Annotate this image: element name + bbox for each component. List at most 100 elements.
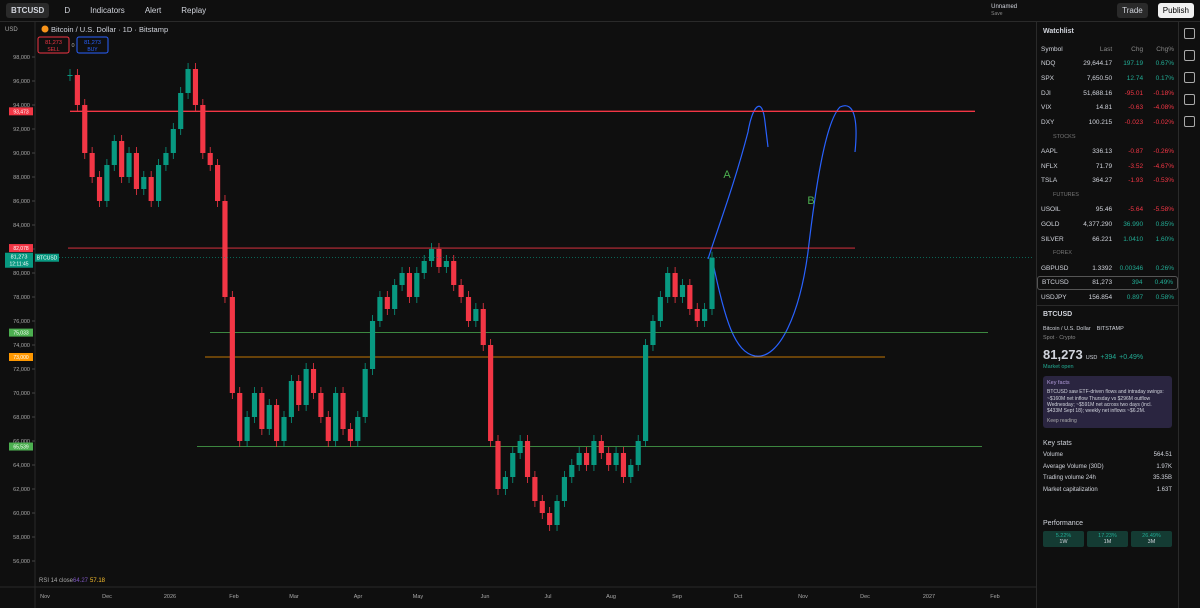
last: 100.215 [1088,118,1113,126]
watchlist-row[interactable]: BTCUSD 81,273 394 0.49% [1037,275,1178,291]
watchlist-row[interactable]: AAPL 336.13 -0.87 -0.26% [1037,144,1178,159]
candle [679,285,686,297]
symbol: BTCUSD [1042,279,1069,287]
rsi-value: 64.27 [73,578,89,584]
candle [141,177,147,189]
last: 156.854 [1088,293,1113,301]
candle [635,441,641,465]
candle [392,285,398,309]
change-pct: 0.26% [1155,264,1175,272]
change-pct: 1.60% [1155,235,1175,243]
level-tag [9,244,33,253]
watchlist-rows: NDQ 29,644.17 197.19 0.67% SPX 7,650.50 12.74 0… [1037,57,1178,305]
layout-name[interactable]: Unnamed Save [991,4,1017,18]
candle [119,141,125,177]
watchlist-row[interactable]: GOLD 4,377.290 36.990 0.85% [1037,217,1178,232]
candle [510,453,516,477]
x-tick-label: 2027 [923,594,935,600]
candle [259,393,265,429]
projection-a [707,105,769,260]
last: 29,644.17 [1083,60,1113,68]
panel-icon[interactable] [1184,116,1195,127]
publish-button[interactable]: Publish [1157,3,1194,18]
replay-button[interactable]: Replay [181,6,207,15]
watchlist-row[interactable]: USDJPY 156.854 0.897 0.58% [1037,290,1178,305]
candle [377,297,383,321]
y-tick-label: 80,000 [13,271,30,277]
performance-value: 26.49% [1142,533,1161,540]
watchlist-row[interactable]: GBPUSD 1.3392 0.00346 0.26% [1037,261,1178,276]
candle [687,285,693,309]
watchlist-row[interactable]: NDQ 29,644.17 197.19 0.67% [1037,57,1178,72]
indicators-button[interactable]: Indicators [90,6,125,15]
candle [421,261,427,273]
watchlist-row[interactable]: USOIL 95.46 -5.64 -5.58% [1037,203,1178,218]
candle [620,453,627,477]
performance-cell: 26.49% 3M [1131,531,1172,548]
y-tick-label: 64,000 [13,463,30,469]
last: 66.221 [1092,235,1113,243]
alert-button[interactable]: Alert [144,6,162,15]
y-tick-label: 56,000 [13,559,30,565]
trade-button[interactable]: Trade [1117,3,1148,18]
symbol: TSLA [1041,177,1058,185]
change-pct: 0.85% [1155,220,1175,228]
change-pct: -4.08% [1153,104,1175,112]
toolbar: BTCUSD D Indicators Alert Replay Unnamed… [0,0,1200,22]
watchlist-row[interactable]: SPX 7,650.50 12.74 0.17% [1037,71,1178,86]
watchlist-row[interactable]: TSLA 364.27 -1.93 -0.53% [1037,173,1178,188]
candle [281,417,287,441]
sell-price: 81,273 [45,40,62,46]
candle [502,477,508,489]
panel-icon[interactable] [1184,50,1195,61]
y-tick-label: 98,000 [13,55,30,61]
watchlist-row[interactable]: DJI 51,688.16 -95.01 -0.18% [1037,86,1178,101]
last: 95.46 [1095,206,1113,214]
interval[interactable]: D [64,6,71,15]
last: 4,377.290 [1083,220,1113,228]
candle [628,465,634,477]
y-tick-label: 62,000 [13,487,30,493]
buy-button[interactable] [76,36,109,54]
symbol-search[interactable]: BTCUSD [6,3,50,18]
candle [163,153,169,165]
change: 394 [1131,279,1143,287]
watchlist-row[interactable]: VIX 14.81 -0.63 -4.08% [1037,100,1178,115]
section-header: FOREX [1053,250,1072,257]
candle [458,285,464,297]
change: -5.64 [1128,206,1144,214]
y-tick-label: 92,000 [13,127,30,133]
panel-icon[interactable] [1184,28,1195,39]
candle [443,261,449,267]
watchlist-title[interactable]: Watchlist [1043,28,1074,35]
detail-price: 81,273 [1043,346,1083,362]
y-tick-label: 72,000 [13,367,30,373]
candle [554,501,560,525]
candle [111,141,117,165]
key-stats-title: Key stats [1043,440,1072,448]
watchlist-row[interactable]: SILVER 66.221 1.0410 1.60% [1037,232,1178,247]
candle [436,249,442,267]
keep-reading[interactable]: Keep reading [1047,417,1077,424]
panel-icon[interactable] [1184,94,1195,105]
sell-button[interactable] [37,36,70,54]
last-price-tag [5,252,33,268]
change: -95.01 [1124,89,1144,97]
watchlist-row[interactable]: DXY 100.215 -0.023 -0.02% [1037,115,1178,130]
candle [583,453,590,465]
last: 7,650.50 [1086,74,1113,82]
candle [399,273,405,285]
performance-period: 1M [1103,539,1112,546]
change: 12.74 [1126,74,1144,82]
candle [333,393,339,441]
last: 71.79 [1095,162,1113,170]
watchlist-row[interactable]: NFLX 71.79 -3.52 -4.67% [1037,159,1178,174]
stat-value: 1.97K [1156,463,1172,470]
candle [384,297,390,309]
icon-strip [1178,22,1200,608]
candle [192,69,199,105]
panel-icon[interactable] [1184,72,1195,83]
detail-change: +394 [1100,353,1117,361]
change-pct: -0.53% [1153,177,1175,185]
y-tick-label: 96,000 [13,79,30,85]
